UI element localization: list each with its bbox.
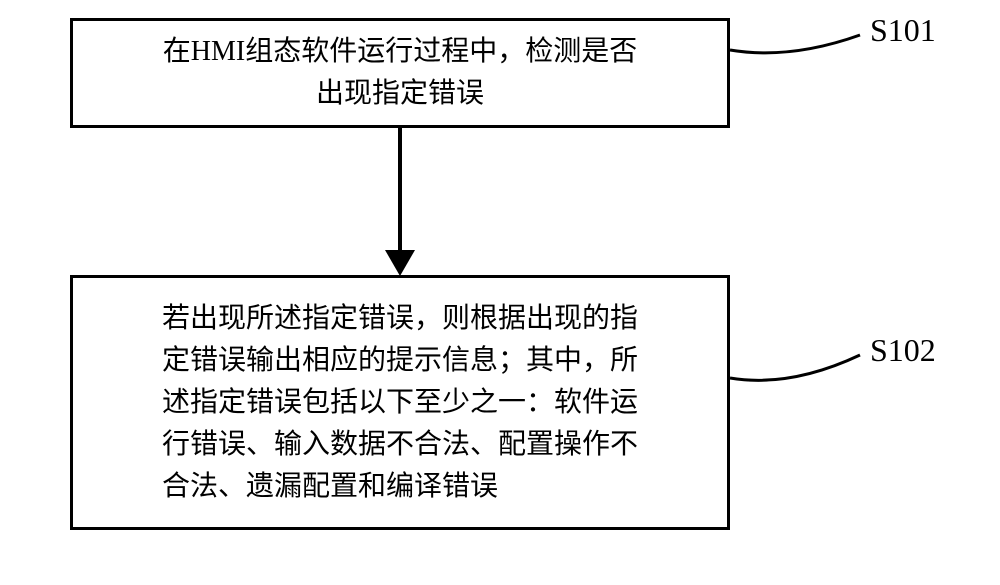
step-label-2: S102 (870, 332, 936, 369)
node-2-line-5: 合法、遗漏配置和编译错误 (162, 471, 498, 502)
node-2-line-4: 行错误、输入数据不合法、配置操作不 (162, 429, 638, 460)
node-2-line-3: 述指定错误包括以下至少之一：软件运 (162, 387, 638, 418)
flowchart-node-2: 若出现所述指定错误，则根据出现的指 定错误输出相应的提示信息；其中，所 述指定错… (70, 275, 730, 530)
node-1-line-1: 在HMI组态软件运行过程中，检测是否 (163, 36, 637, 67)
step-label-1: S101 (870, 12, 936, 49)
flowchart-node-1: 在HMI组态软件运行过程中，检测是否 出现指定错误 (70, 18, 730, 128)
node-2-line-1: 若出现所述指定错误，则根据出现的指 (162, 303, 638, 334)
node-2-line-2: 定错误输出相应的提示信息；其中，所 (162, 345, 638, 376)
arrow-head-icon (385, 250, 415, 276)
arrow-line (398, 128, 402, 258)
node-1-line-2: 出现指定错误 (316, 78, 484, 109)
step-label-1-text: S101 (870, 12, 936, 48)
node-2-text: 若出现所述指定错误，则根据出现的指 定错误输出相应的提示信息；其中，所 述指定错… (162, 298, 638, 508)
node-1-text: 在HMI组态软件运行过程中，检测是否 出现指定错误 (163, 31, 637, 115)
step-label-2-text: S102 (870, 332, 936, 368)
